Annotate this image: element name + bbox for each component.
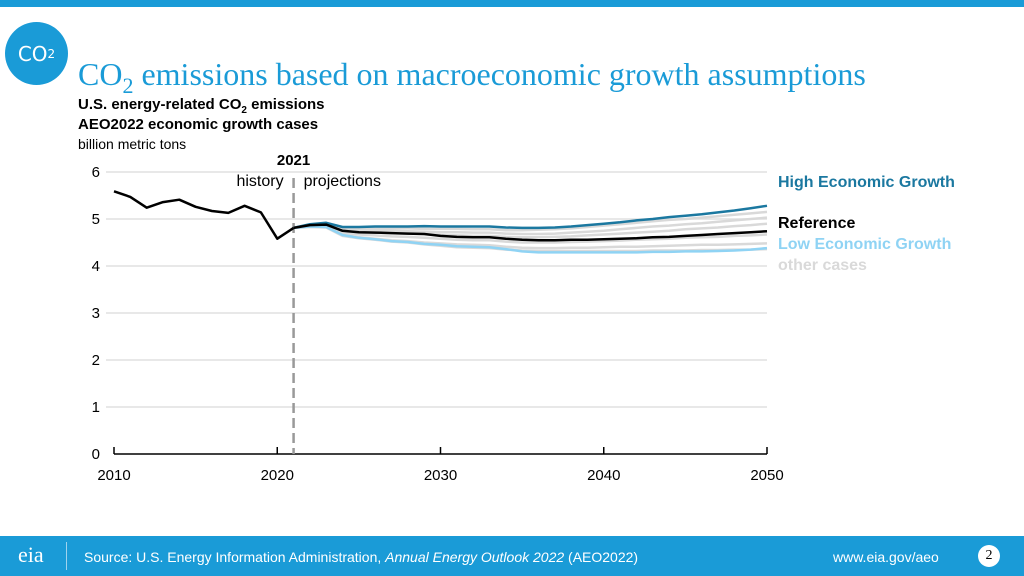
top-accent-bar xyxy=(0,0,1024,7)
chart-subtitle: AEO2022 economic growth cases xyxy=(78,116,319,133)
legend-reference: Reference xyxy=(778,215,856,232)
chart-title: U.S. energy-related CO2 emissions xyxy=(78,96,325,116)
page-number: 2 xyxy=(978,545,1000,567)
title-part: CO xyxy=(78,56,123,92)
divider-year-label: 2021 xyxy=(277,152,310,169)
series-line-other xyxy=(293,216,768,236)
x-axis: 2010 2020 2030 2040 2050 xyxy=(97,447,784,484)
chart-title-part: emissions xyxy=(246,96,325,113)
legend-low-growth: Low Economic Growth xyxy=(778,236,952,253)
legend-high-growth: High Economic Growth xyxy=(778,174,955,191)
x-tick-label: 2010 xyxy=(97,467,130,484)
y-tick-label: 0 xyxy=(92,446,100,463)
series-line-other xyxy=(293,210,768,232)
y-tick-label: 1 xyxy=(92,399,100,416)
series-line-reference xyxy=(293,223,768,242)
y-tick-label: 5 xyxy=(92,211,100,228)
emissions-chart: 0 1 2 3 4 5 6 2010 2020 2030 2040 2050 2021 histor… xyxy=(92,152,784,484)
y-axis-ticks: 0 1 2 3 4 5 6 xyxy=(92,164,100,463)
co2-badge-icon: CO 2 xyxy=(5,22,68,85)
legend-other-cases: other cases xyxy=(778,257,867,274)
slide-title: CO2 emissions based on macroeconomic gro… xyxy=(78,56,866,99)
title-part: emissions based on macroeconomic growth … xyxy=(133,56,866,92)
source-text: (AEO2022) xyxy=(564,549,639,565)
badge-text: CO xyxy=(17,41,48,66)
chart-title-part: U.S. energy-related CO xyxy=(78,96,242,113)
gridlines xyxy=(106,171,767,408)
footer-bar: eia Source: U.S. Energy Information Admi… xyxy=(0,536,1024,576)
x-tick-label: 2030 xyxy=(424,467,457,484)
y-tick-label: 3 xyxy=(92,305,100,322)
y-tick-label: 4 xyxy=(92,258,100,275)
x-tick-label: 2020 xyxy=(261,467,294,484)
chart-title-subscript: 2 xyxy=(241,105,247,116)
eia-url-link[interactable]: www.eia.gov/aeo xyxy=(833,549,939,565)
x-tick-label: 2050 xyxy=(750,467,783,484)
y-tick-label: 2 xyxy=(92,352,100,369)
source-publication: Annual Energy Outlook 2022 xyxy=(385,549,565,565)
projections-label: projections xyxy=(304,173,381,190)
units-label: billion metric tons xyxy=(78,136,187,152)
history-label: history xyxy=(236,173,283,190)
badge-subscript: 2 xyxy=(47,46,56,61)
title-subscript: 2 xyxy=(122,73,134,98)
eia-logo: eia xyxy=(18,542,44,567)
series-lines xyxy=(113,190,768,254)
source-text: Source: U.S. Energy Information Administ… xyxy=(84,549,386,565)
series-line-high xyxy=(293,204,768,230)
footer-divider xyxy=(66,542,67,570)
series-line-low xyxy=(293,225,768,254)
series-line-other xyxy=(293,224,768,244)
y-tick-label: 6 xyxy=(92,164,100,181)
x-tick-label: 2040 xyxy=(587,467,620,484)
source-citation: Source: U.S. Energy Information Administ… xyxy=(84,549,638,565)
series-line-history xyxy=(113,190,295,240)
